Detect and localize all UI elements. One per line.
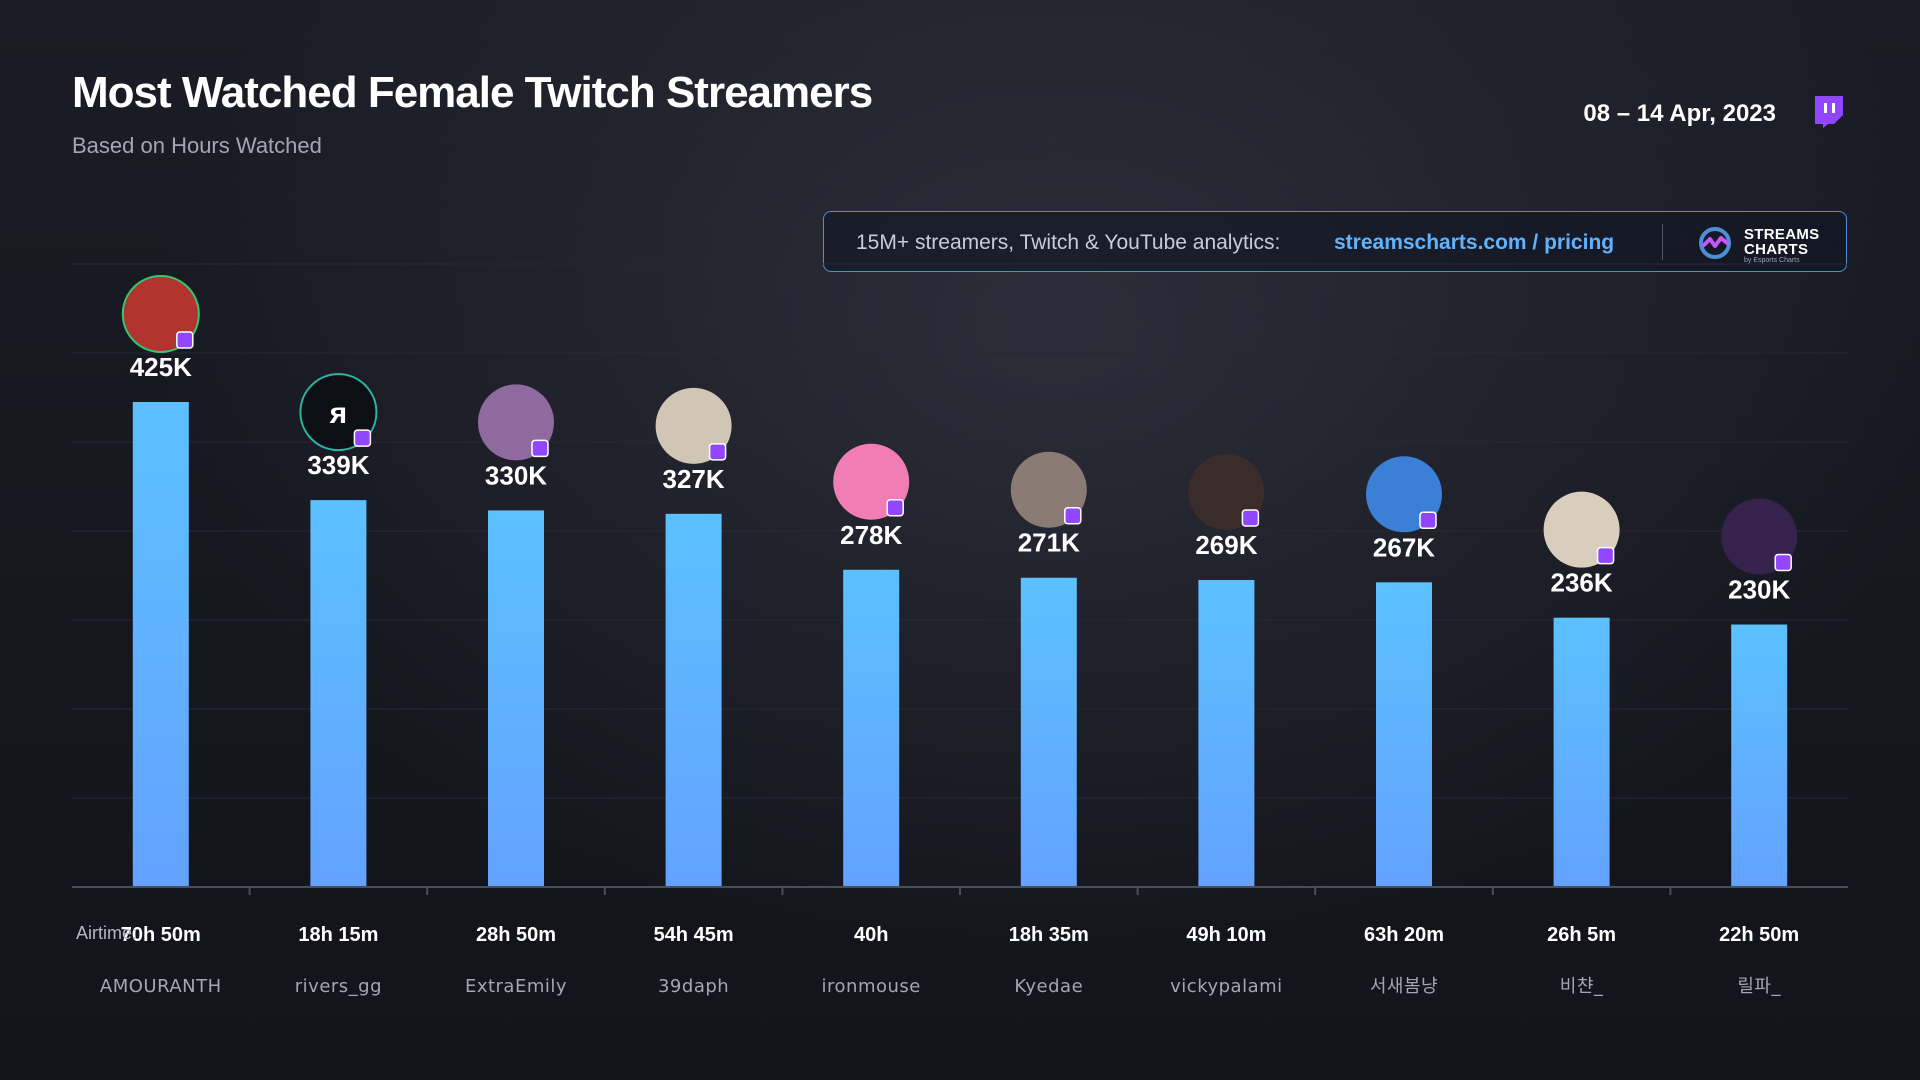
logo-word-streams: STREAMS (1744, 226, 1820, 243)
streamer-name: 릴파_ (1737, 976, 1781, 997)
airtime-value: 49h 10m (1186, 924, 1266, 946)
value-label: 267K (1373, 532, 1435, 562)
value-label: 269K (1195, 530, 1257, 560)
airtime-value: 18h 35m (1009, 924, 1089, 946)
value-label: 230K (1728, 575, 1790, 605)
airtime-value: 28h 50m (476, 924, 556, 946)
pricing-link[interactable]: streamscharts.com / pricing (1334, 231, 1615, 254)
streams-charts-logo[interactable]: STREAMS CHARTS by Esports Charts (1696, 224, 1836, 264)
value-label: 271K (1018, 528, 1080, 558)
bar-10 (1731, 624, 1788, 887)
bar-5 (843, 569, 900, 887)
streamer-name: 서새봄냥 (1370, 976, 1438, 997)
streams-charts-logo-icon (1699, 227, 1731, 259)
airtime-value: 40h (854, 924, 888, 946)
twitch-badge-icon (1419, 511, 1437, 530)
twitch-badge-icon (531, 439, 549, 458)
streamer-name: 39daph (658, 976, 729, 997)
logo-word-charts: CHARTS (1744, 241, 1809, 258)
avatar-logo-icon: ᴙ (329, 397, 348, 430)
twitch-badge-icon (1774, 553, 1792, 572)
airtime-label: Airtime: (76, 923, 138, 943)
bar-4 (665, 513, 722, 887)
twitch-badge-icon (1241, 509, 1260, 527)
twitch-badge-icon (353, 429, 372, 447)
bar-6 (1020, 577, 1077, 887)
value-label: 339K (307, 450, 369, 480)
promo-banner[interactable]: 15M+ streamers, Twitch & YouTube analyti… (823, 211, 1847, 272)
value-label: 425K (130, 352, 192, 382)
banner-text: 15M+ streamers, Twitch & YouTube analyti… (856, 231, 1281, 254)
streamer-name: vickypalami (1170, 976, 1283, 997)
twitch-icon (1815, 96, 1843, 128)
logo-byline: by Esports Charts (1744, 257, 1800, 264)
streamer-name: Kyedae (1014, 976, 1083, 997)
airtime-value: 26h 5m (1547, 924, 1616, 946)
value-label: 236K (1551, 568, 1613, 598)
streamer-name: rivers_gg (295, 976, 382, 997)
bar-8 (1376, 582, 1432, 887)
streamer-name: ExtraEmily (465, 976, 567, 997)
date-range: 08 – 14 Apr, 2023 (1583, 100, 1776, 127)
twitch-badge-icon (1064, 506, 1082, 525)
value-label: 327K (663, 464, 725, 494)
bar-2 (310, 500, 367, 887)
twitch-badge-icon (1596, 546, 1615, 565)
airtime-value: 63h 20m (1364, 924, 1444, 946)
bar-1 (132, 402, 189, 887)
streamer-name: ironmouse (822, 976, 921, 997)
twitch-badge-icon (886, 499, 904, 517)
airtime-value: 70h 50m (121, 924, 201, 946)
airtime-value: 18h 15m (298, 924, 378, 946)
bar-9 (1553, 617, 1610, 887)
twitch-badge-icon (708, 443, 727, 461)
bar-3 (488, 510, 544, 887)
airtime-value: 54h 45m (654, 924, 734, 946)
streamer-name: 비챤_ (1560, 976, 1604, 997)
bar-7 (1198, 580, 1255, 887)
value-label: 330K (485, 460, 547, 490)
streamer-name: AMOURANTH (100, 976, 222, 997)
value-label: 278K (840, 520, 902, 550)
twitch-badge-icon (176, 331, 194, 349)
banner-divider (1662, 224, 1663, 260)
airtime-value: 22h 50m (1719, 924, 1799, 946)
page-subtitle: Based on Hours Watched (72, 133, 322, 158)
page-title: Most Watched Female Twitch Streamers (72, 68, 873, 117)
